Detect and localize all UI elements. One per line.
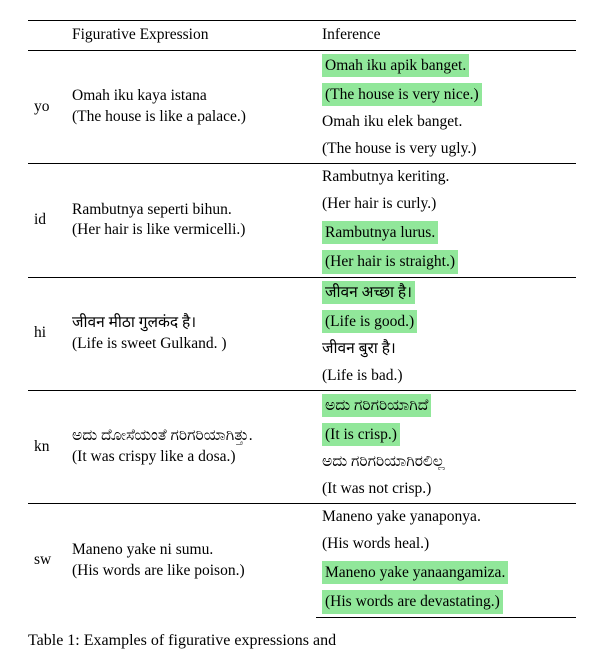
inf2-native: Omah iku elek banget.: [316, 109, 576, 136]
expr-cell: Rambutnya seperti bihun.(Her hair is lik…: [66, 164, 316, 277]
lang-code: kn: [28, 390, 66, 503]
inf1-native: ಅದು ಗರಿಗರಿಯಾಗಿದೆ: [316, 390, 576, 420]
figurative-table: Figurative Expression Inference yoOmah i…: [28, 20, 576, 618]
expr-cell: Omah iku kaya istana(The house is like a…: [66, 50, 316, 163]
expr-native: ಅದು ದೋಸೆಯಂತೆ ಗರಿಗರಿಯಾಗಿತ್ತು.: [72, 426, 310, 447]
expr-cell: ಅದು ದೋಸೆಯಂತೆ ಗರಿಗರಿಯಾಗಿತ್ತು.(It was cris…: [66, 390, 316, 503]
expr-cell: जीवन मीठा गुलकंद है।(Life is sweet Gulka…: [66, 277, 316, 390]
expr-native: Maneno yake ni sumu.: [72, 540, 310, 561]
inf2-native: Rambutnya lurus.: [316, 218, 576, 247]
header-blank: [28, 21, 66, 51]
inf2-gloss: (Life is bad.): [316, 363, 576, 390]
expr-gloss: (The house is like a palace.): [72, 107, 310, 128]
lang-code: sw: [28, 504, 66, 617]
expr-cell: Maneno yake ni sumu.(His words are like …: [66, 504, 316, 617]
inf1-gloss: (Life is good.): [316, 307, 576, 336]
inf1-gloss: (His words heal.): [316, 531, 576, 558]
inf2-native: जीवन बुरा है।: [316, 336, 576, 363]
header-inf: Inference: [316, 21, 576, 51]
inf2-native: Maneno yake yanaangamiza.: [316, 558, 576, 587]
lang-code: hi: [28, 277, 66, 390]
inf1-native: Maneno yake yanaponya.: [316, 504, 576, 531]
inf2-gloss: (The house is very ugly.): [316, 136, 576, 163]
inf2-gloss: (His words are devastating.): [316, 587, 576, 617]
expr-native: Omah iku kaya istana: [72, 86, 310, 107]
lang-code: id: [28, 164, 66, 277]
inf2-native: ಅದು ಗರಿಗರಿಯಾಗಿರಲಿಲ್ಲ: [316, 449, 576, 476]
header-expr: Figurative Expression: [66, 21, 316, 51]
expr-native: Rambutnya seperti bihun.: [72, 200, 310, 221]
inf2-gloss: (Her hair is straight.): [316, 247, 576, 277]
table-caption: Table 1: Examples of figurative expressi…: [28, 632, 576, 650]
expr-gloss: (It was crispy like a dosa.): [72, 447, 310, 468]
expr-gloss: (His words are like poison.): [72, 561, 310, 582]
inf1-native: Omah iku apik banget.: [316, 50, 576, 80]
inf1-gloss: (The house is very nice.): [316, 80, 576, 109]
inf1-native: जीवन अच्छा है।: [316, 277, 576, 307]
caption-text: Table 1: Examples of figurative expressi…: [28, 632, 336, 649]
expr-gloss: (Life is sweet Gulkand. ): [72, 334, 310, 355]
inf1-native: Rambutnya keriting.: [316, 164, 576, 191]
expr-gloss: (Her hair is like vermicelli.): [72, 220, 310, 241]
expr-native: जीवन मीठा गुलकंद है।: [72, 313, 310, 334]
inf1-gloss: (Her hair is curly.): [316, 191, 576, 218]
inf1-gloss: (It is crisp.): [316, 420, 576, 449]
inf2-gloss: (It was not crisp.): [316, 476, 576, 503]
lang-code: yo: [28, 50, 66, 163]
